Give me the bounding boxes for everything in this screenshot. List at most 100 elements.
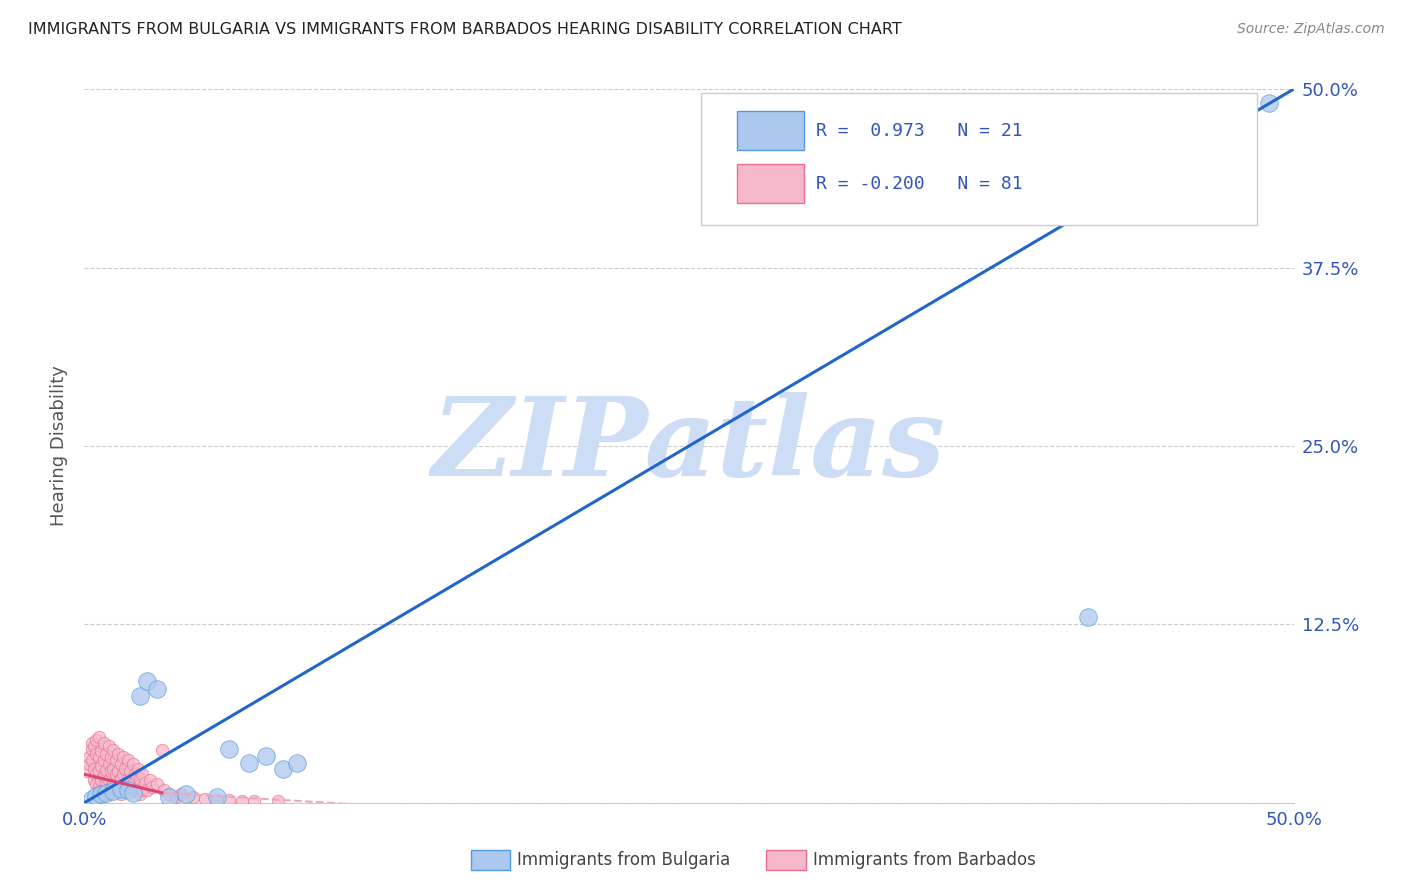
Point xyxy=(1077,610,1099,624)
Point xyxy=(112,750,135,764)
Point xyxy=(136,674,159,689)
Point xyxy=(87,764,110,779)
Point xyxy=(285,756,308,770)
Point xyxy=(97,757,120,772)
Point xyxy=(86,767,108,781)
Point xyxy=(83,739,105,753)
Point xyxy=(271,762,294,776)
Point xyxy=(129,689,152,703)
Point xyxy=(120,780,142,794)
Point xyxy=(141,780,163,794)
Point xyxy=(112,767,135,781)
Y-axis label: Hearing Disability: Hearing Disability xyxy=(51,366,69,526)
Point xyxy=(77,757,100,772)
Point xyxy=(114,762,136,776)
Point xyxy=(254,748,277,763)
Point xyxy=(207,793,229,807)
Text: ZIPatlas: ZIPatlas xyxy=(432,392,946,500)
Point xyxy=(80,791,103,805)
Point xyxy=(1258,96,1281,111)
Point xyxy=(104,767,127,781)
Point xyxy=(131,783,153,797)
Point xyxy=(80,736,103,750)
Point xyxy=(77,750,100,764)
Point xyxy=(83,772,105,787)
Point xyxy=(110,787,132,801)
Text: R = -0.200   N = 81: R = -0.200 N = 81 xyxy=(815,175,1022,193)
Point xyxy=(94,786,117,800)
Point xyxy=(194,791,217,805)
Point xyxy=(97,772,120,787)
Point xyxy=(267,794,290,808)
Text: Source: ZipAtlas.com: Source: ZipAtlas.com xyxy=(1237,22,1385,37)
Point xyxy=(138,772,160,787)
Point xyxy=(127,780,149,794)
Point xyxy=(121,777,143,791)
Point xyxy=(170,787,193,801)
Point xyxy=(93,769,115,783)
Point xyxy=(93,787,115,801)
Point xyxy=(94,777,117,791)
Point xyxy=(80,753,103,767)
Point xyxy=(218,741,240,756)
Point xyxy=(238,756,260,770)
Point xyxy=(100,780,122,794)
Text: Immigrants from Bulgaria: Immigrants from Bulgaria xyxy=(517,851,731,869)
Point xyxy=(87,750,110,764)
Point xyxy=(146,681,169,696)
Point xyxy=(90,758,112,772)
Point xyxy=(86,789,108,803)
Point xyxy=(207,790,229,805)
Point xyxy=(134,776,156,790)
Point xyxy=(97,739,120,753)
Point xyxy=(93,753,115,767)
Text: R =  0.973   N = 21: R = 0.973 N = 21 xyxy=(815,121,1022,139)
Text: IMMIGRANTS FROM BULGARIA VS IMMIGRANTS FROM BARBADOS HEARING DISABILITY CORRELAT: IMMIGRANTS FROM BULGARIA VS IMMIGRANTS F… xyxy=(28,22,901,37)
Point xyxy=(127,762,149,776)
Point xyxy=(100,764,122,779)
Point xyxy=(87,780,110,794)
Point xyxy=(107,764,129,779)
Point xyxy=(104,753,127,767)
Bar xyxy=(737,164,804,203)
FancyBboxPatch shape xyxy=(702,93,1257,225)
Point xyxy=(94,763,117,777)
Point xyxy=(117,753,139,767)
Point xyxy=(124,767,146,781)
Point xyxy=(97,787,120,801)
Point xyxy=(103,743,125,757)
Point xyxy=(87,730,110,744)
Point xyxy=(114,777,136,791)
Point xyxy=(90,772,112,787)
Point xyxy=(93,736,115,750)
Point xyxy=(76,764,98,779)
Point xyxy=(80,741,103,756)
Point xyxy=(231,794,253,808)
Point xyxy=(129,772,152,786)
Point xyxy=(157,790,180,805)
Point xyxy=(110,781,132,796)
Point xyxy=(124,783,146,797)
Point xyxy=(181,790,204,805)
Bar xyxy=(737,111,804,150)
Point xyxy=(83,762,105,776)
Point xyxy=(110,772,132,786)
Point xyxy=(157,787,180,801)
Point xyxy=(86,777,108,791)
Point xyxy=(110,757,132,772)
Point xyxy=(131,767,153,781)
Point xyxy=(104,783,127,797)
Text: Immigrants from Barbados: Immigrants from Barbados xyxy=(813,851,1036,869)
Point xyxy=(103,777,125,791)
Point xyxy=(86,733,108,747)
Point xyxy=(146,777,169,791)
Point xyxy=(90,787,112,801)
Point xyxy=(90,744,112,758)
Point xyxy=(100,750,122,764)
Point xyxy=(218,793,240,807)
Point xyxy=(129,787,152,801)
Point xyxy=(103,784,125,798)
Point xyxy=(136,783,159,797)
Point xyxy=(153,783,176,797)
Point xyxy=(86,747,108,762)
